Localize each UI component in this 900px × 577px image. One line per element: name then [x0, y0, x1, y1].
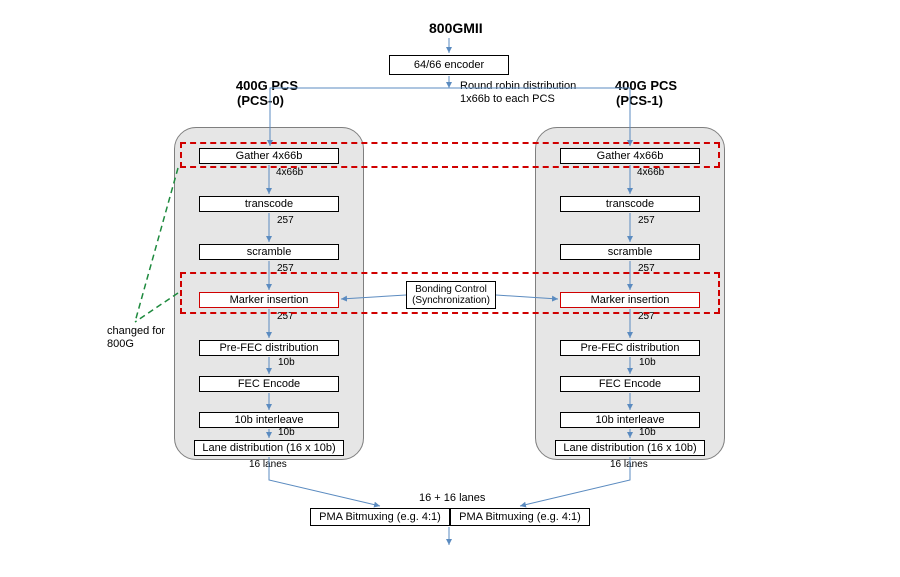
pcs1-interleave: 10b interleave [560, 412, 700, 428]
highlight-gather [180, 142, 720, 168]
pcs1-lbl-257-1: 257 [638, 215, 655, 226]
pcs1-scramble: scramble [560, 244, 700, 260]
pcs1-lbl-16lanes: 16 lanes [610, 459, 648, 470]
pma-box-left: PMA Bitmuxing (e.g. 4:1) [310, 508, 450, 526]
pma-box-right: PMA Bitmuxing (e.g. 4:1) [450, 508, 590, 526]
pcs0-prefec: Pre-FEC distribution [199, 340, 339, 356]
changed-label-2: 800G [107, 338, 134, 350]
pcs1-lbl-4x66b: 4x66b [637, 167, 664, 178]
pcs1-title-1: 400G PCS [606, 78, 686, 93]
pcs0-lbl-4x66b: 4x66b [276, 167, 303, 178]
pcs0-scramble: scramble [199, 244, 339, 260]
lanes-sum-label: 16 + 16 lanes [419, 492, 485, 504]
page-title: 800GMII [429, 20, 483, 36]
pcs1-transcode: transcode [560, 196, 700, 212]
pcs1-fec: FEC Encode [560, 376, 700, 392]
pcs0-title-1: 400G PCS [227, 78, 307, 93]
pcs1-lbl-10b-2: 10b [639, 427, 656, 438]
pcs0-transcode: transcode [199, 196, 339, 212]
encoder-box: 64/66 encoder [389, 55, 509, 75]
pcs0-lbl-257-1: 257 [277, 215, 294, 226]
changed-label-1: changed for [107, 325, 165, 337]
pcs0-fec: FEC Encode [199, 376, 339, 392]
dist-text-1: Round robin distribution [460, 80, 576, 92]
highlight-marker [180, 272, 720, 314]
pcs1-lanedist: Lane distribution (16 x 10b) [555, 440, 705, 456]
pcs0-interleave: 10b interleave [199, 412, 339, 428]
pcs1-lbl-10b-1: 10b [639, 357, 656, 368]
pcs0-lanedist: Lane distribution (16 x 10b) [194, 440, 344, 456]
dist-text-2: 1x66b to each PCS [460, 93, 555, 105]
pcs0-title-2: (PCS-0) [237, 93, 284, 108]
pcs0-lbl-10b-1: 10b [278, 357, 295, 368]
pcs0-lbl-16lanes: 16 lanes [249, 459, 287, 470]
pcs1-title-2: (PCS-1) [616, 93, 663, 108]
pcs0-lbl-10b-2: 10b [278, 427, 295, 438]
pcs1-prefec: Pre-FEC distribution [560, 340, 700, 356]
